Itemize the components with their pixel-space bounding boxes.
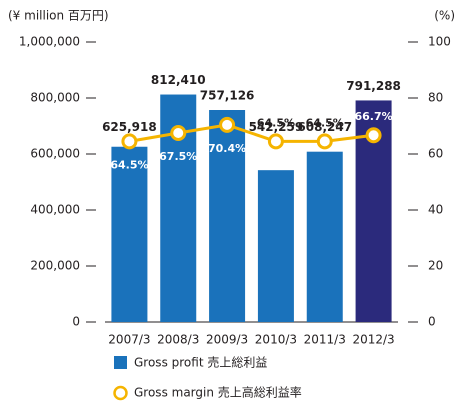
margin-point	[267, 133, 284, 150]
margin-label: 67.5%	[159, 150, 197, 163]
bar	[209, 110, 246, 322]
margin-point	[365, 127, 382, 144]
x-tick-label: 2011/3	[304, 333, 346, 347]
bar	[257, 170, 294, 322]
bar-value-label: 812,410	[151, 73, 206, 87]
x-tick-label: 2012/3	[352, 333, 394, 347]
x-tick-label: 2008/3	[157, 333, 199, 347]
bar-value-label: 757,126	[200, 89, 255, 103]
margin-point	[170, 125, 187, 141]
x-tick-label: 2007/3	[108, 333, 150, 347]
margin-line	[129, 123, 374, 143]
y2-tick-label: 80	[428, 91, 443, 105]
right-axis-label: (%)	[434, 9, 455, 23]
y2-tick-label: 20	[428, 259, 443, 273]
y-tick-label: 200,000	[30, 259, 80, 273]
margin-label: 70.4%	[208, 142, 246, 155]
y-tick-label: 1,000,000	[19, 35, 80, 49]
y-tick-label: 400,000	[30, 203, 80, 217]
bar-value-label: 542,259	[249, 120, 304, 134]
bar	[306, 151, 343, 322]
margin-label: 64.5%	[110, 158, 148, 171]
legend-label: Gross profit 売上総利益	[134, 355, 267, 370]
x-tick-label: 2010/3	[255, 333, 297, 347]
margin-label: 64.5%	[306, 116, 344, 129]
margin-point	[219, 116, 236, 133]
y2-tick-label: 0	[428, 315, 436, 329]
left-axis-label: (¥ million 百万円)	[8, 9, 109, 23]
legend-swatch	[114, 356, 127, 369]
y-tick-label: 0	[72, 315, 80, 329]
y-tick-label: 800,000	[30, 91, 80, 105]
margin-point	[121, 133, 138, 150]
margin-point	[316, 133, 333, 150]
bar-value-label: 608,247	[297, 120, 352, 134]
bar-value-label: 791,288	[346, 79, 401, 93]
legend-swatch	[113, 385, 128, 401]
bar	[111, 146, 148, 322]
y-tick-label: 600,000	[30, 147, 80, 161]
x-tick-label: 2009/3	[206, 333, 248, 347]
y2-tick-label: 100	[428, 35, 451, 49]
y2-tick-label: 40	[428, 203, 443, 217]
bar-value-label: 625,918	[102, 120, 157, 134]
margin-label: 66.7%	[354, 110, 392, 123]
margin-label: 64.5%	[257, 116, 295, 129]
legend-label: Gross margin 売上高総利益率	[134, 385, 302, 400]
y2-tick-label: 60	[428, 147, 443, 161]
